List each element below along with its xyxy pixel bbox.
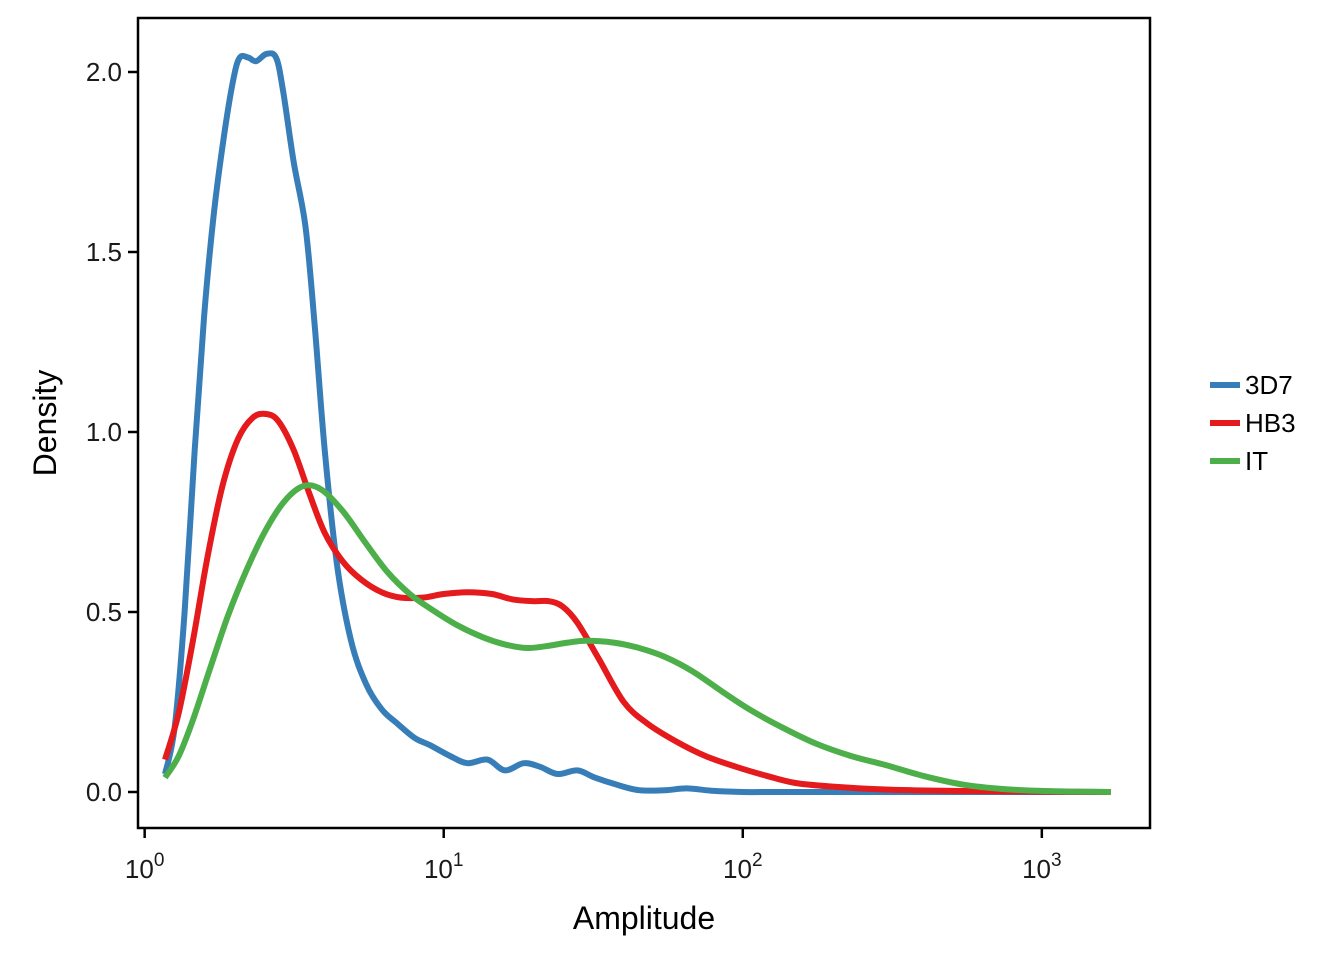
- y-tick-label: 0.5: [86, 597, 122, 627]
- series-lines: [162, 50, 1111, 796]
- x-tick-label: 102: [723, 850, 763, 884]
- series-line-it: [162, 482, 1111, 795]
- x-tick-label: 101: [424, 850, 464, 884]
- y-tick-label: 0.0: [86, 777, 122, 807]
- x-tick-label: 100: [125, 850, 165, 884]
- x-axis-title: Amplitude: [573, 900, 715, 936]
- y-tick-label: 1.5: [86, 237, 122, 267]
- series-line-hb3: [162, 410, 1111, 795]
- legend-label-3d7: 3D7: [1245, 370, 1293, 400]
- y-axis-title: Density: [27, 370, 63, 477]
- y-tick-label: 1.0: [86, 417, 122, 447]
- x-axis: 100 101 102 103: [125, 828, 1062, 884]
- y-tick-label: 2.0: [86, 57, 122, 87]
- legend-label-it: IT: [1245, 446, 1268, 476]
- y-axis: 0.0 0.5 1.0 1.5 2.0: [86, 57, 138, 807]
- x-tick-label: 103: [1022, 850, 1062, 884]
- legend-label-hb3: HB3: [1245, 408, 1296, 438]
- legend: 3D7 HB3 IT: [1210, 370, 1296, 476]
- series-line-3d7: [162, 50, 1111, 796]
- plot-panel: [136, 16, 1152, 830]
